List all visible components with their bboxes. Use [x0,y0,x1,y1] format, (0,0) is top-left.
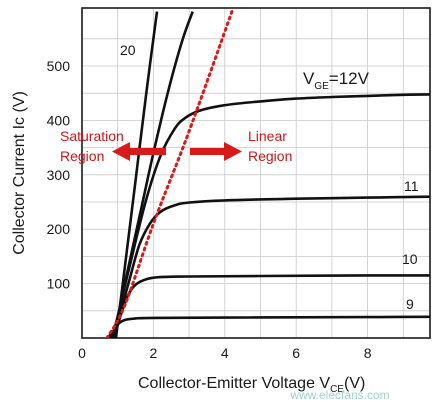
y-tick-label: 400 [47,112,71,128]
watermark-text: www.elecfans.com [289,388,389,402]
y-tick-label: 200 [47,221,71,237]
x-tick-labels: 0 2 4 6 8 [78,345,372,361]
series-line-10 [107,274,430,338]
series-line-20 [114,11,159,338]
y-tick-label: 100 [47,276,71,292]
x-tick-label: 2 [150,345,158,361]
curve-label-11: 11 [404,178,419,194]
linear-region-label-line2: Region [248,148,292,164]
x-tick-label: 4 [221,345,229,361]
y-tick-labels: 100 200 300 400 500 [47,58,71,292]
grid [82,8,430,338]
y-tick-label: 300 [47,167,71,183]
curve-label-10: 10 [402,251,418,267]
series-line-9 [106,315,430,338]
x-axis-title: Collector-Emitter Voltage VCE(V) [138,375,365,395]
x-tick-label: 6 [292,345,300,361]
series-line-v-ge-12v [111,93,430,338]
left-arrow-icon [112,142,166,161]
linear-region-label-line1: Linear [248,128,287,144]
curve-label-9: 9 [406,296,414,312]
curve-label-20: 20 [120,42,136,58]
x-tick-label: 0 [78,345,86,361]
plot-frame [81,7,431,339]
curve-label-vge-12: VGE=12V [303,69,370,92]
region-boundary-line [105,10,234,338]
saturation-region-label-line1: Saturation [60,128,124,144]
saturation-region-label-line2: Region [60,148,104,164]
y-axis-title: Collector Current Ic (V) [11,91,28,255]
series-line-11 [109,195,430,338]
x-tick-label: 8 [364,345,372,361]
y-tick-label: 500 [47,58,71,74]
right-arrow-icon [190,142,242,161]
